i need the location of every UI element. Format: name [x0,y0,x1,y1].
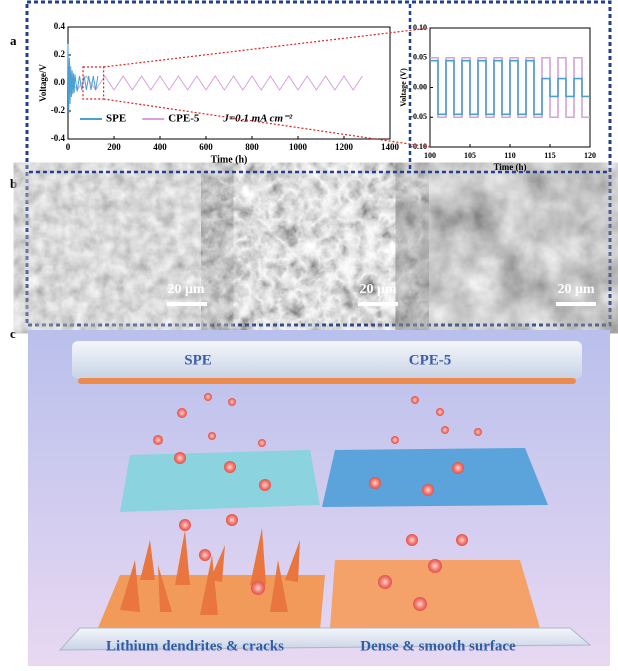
scale-label: 20 μm [359,282,396,297]
dendrites [120,528,300,615]
surface-label: Lithium dendrites & cracks [106,638,284,654]
x-tick-label: 600 [199,142,213,152]
y-tick-label: -0.05 [410,112,427,121]
y-axis-label: Voltage (V) [399,68,408,107]
x-tick-label: 100 [424,151,436,160]
layer-label: CPE-5 [409,352,452,368]
zoom-box [82,66,105,100]
panel-border [25,0,612,327]
lithium-layer [78,378,576,384]
spe-layer [120,450,320,512]
x-tick-label: 0 [66,142,71,152]
sem-image [220,177,410,319]
x-tick-label: 800 [245,142,259,152]
y-tick-label: 0.0 [54,77,66,87]
charts: 0 200 400 600 800 1000 1200 1400 -0.4 -0.2 0.0 0.2 0… [29,4,608,174]
x-tick-label: 1000 [289,142,308,152]
sem-images: 20 μm 20 μm 20 μm [32,177,607,319]
scale-bar [358,302,398,306]
zoom-line [103,98,431,148]
zoom-line [103,27,431,68]
surface-label: Dense & smooth surface [360,638,516,654]
cpe-layer [322,448,548,507]
y-tick-label: -0.4 [51,133,66,143]
sem-image [415,177,607,319]
x-axis-label: Time (h) [211,154,248,165]
series-line [67,43,99,114]
scale-label: 20 μm [557,282,594,297]
x-tick-label: 115 [544,151,556,160]
x-tick-label: 105 [464,151,476,160]
panel-label: b [10,176,17,191]
scale-bar [556,302,596,306]
x-tick-label: 400 [153,142,167,152]
panel-label: a [10,33,17,48]
y-tick-label: 0.10 [413,23,427,32]
series-line [430,59,590,116]
x-tick-label: 200 [107,142,121,152]
illustration: SPE CPE-5 Lithium dendrites & cracks Den… [28,330,610,666]
layer-label: SPE [184,352,212,368]
x-tick-label: 120 [584,151,596,160]
y-tick-label: -0.2 [51,105,66,115]
sem-image [32,177,215,319]
panel-label: c [10,326,16,341]
y-tick-label: 0.05 [413,53,427,62]
legend-label: SPE [106,113,126,125]
y-tick-label: 0.2 [54,49,66,59]
bottom-plate [58,627,592,651]
x-axis-label: Time (h) [493,162,526,172]
x-tick-label: 1400 [381,142,400,152]
legend-label: CPE-5 [168,113,200,125]
y-axis-label: Voltage/V [38,64,48,102]
y-tick-label: -0.10 [410,142,427,151]
x-tick-label: 110 [504,151,516,160]
top-plate [72,341,582,379]
x-tick-label: 1200 [335,142,354,152]
y-tick-label: 0.4 [54,21,66,31]
scale-label: 20 μm [167,282,204,297]
annotation: J=0.1 mA cm⁻² [222,113,293,125]
series-line [67,75,363,91]
scale-bar [167,302,207,306]
ions [153,393,482,611]
y-tick-label: 0.00 [413,82,427,91]
